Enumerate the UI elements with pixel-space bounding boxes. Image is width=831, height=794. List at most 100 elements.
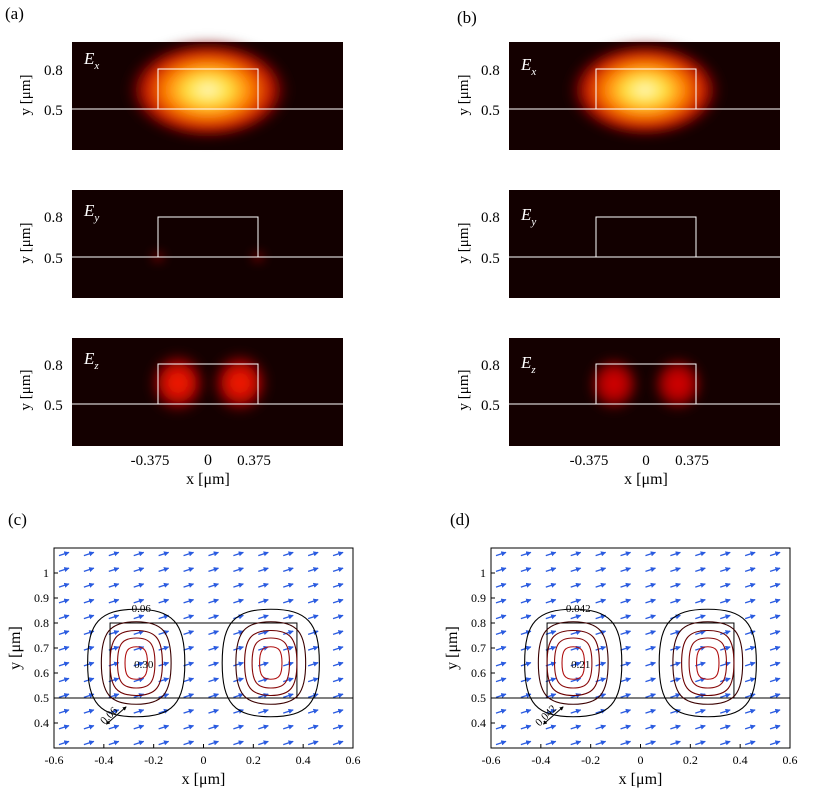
field-arrow: [258, 724, 269, 730]
field-arrow: [258, 598, 269, 604]
field-arrow: [645, 724, 656, 730]
field-arrow: [283, 614, 294, 620]
ytick-label: 0.4: [471, 716, 486, 730]
field-label-ez: Ez: [520, 353, 536, 376]
field-arrow: [83, 551, 95, 557]
field-arrow: [108, 740, 120, 746]
xtick-label: 0: [201, 753, 207, 767]
field-arrow: [520, 708, 532, 714]
field-arrow: [670, 677, 681, 683]
field-arrow: [695, 598, 706, 604]
ytick-b3-05: 0.5: [481, 398, 500, 414]
field-arrow: [133, 708, 145, 714]
contour-line: [546, 629, 600, 697]
ytick-a3-08: 0.8: [44, 358, 63, 374]
field-arrow: [258, 551, 269, 557]
field-arrow: [183, 708, 195, 714]
field-arrow: [233, 693, 244, 699]
field-arrow: [495, 598, 507, 604]
field-arrow: [133, 677, 145, 683]
field-arrow: [670, 645, 681, 651]
field-arrow: [670, 693, 681, 699]
field-arrow: [570, 567, 582, 573]
heatmap-b-ey: Ey: [509, 190, 780, 298]
field-arrow: [645, 598, 656, 604]
field-arrow: [570, 614, 582, 620]
field-arrow: [570, 708, 582, 714]
field-arrow: [720, 582, 731, 588]
field-arrow: [258, 693, 269, 699]
contour-line: [244, 629, 298, 697]
ytick-label: 0.9: [471, 591, 486, 605]
contour-line: [561, 646, 585, 680]
field-arrow: [283, 661, 294, 667]
field-arrow: [208, 614, 219, 620]
contour-line: [696, 646, 720, 680]
field-arrow: [158, 630, 170, 636]
field-arrow: [670, 661, 681, 667]
contour-label-inner: 0.21: [571, 659, 590, 671]
field-arrow: [520, 661, 532, 667]
field-arrow: [495, 724, 507, 730]
field-arrow: [283, 551, 294, 557]
field-arrow: [695, 551, 706, 557]
field-arrow: [58, 740, 70, 746]
field-arrow: [307, 740, 319, 746]
field-label-ex: Ex: [520, 55, 536, 78]
field-arrow: [233, 645, 244, 651]
xtick-b-right: 0.375: [675, 453, 709, 469]
contour-line: [116, 637, 156, 689]
field-arrow: [307, 677, 319, 683]
xtick-a-left: -0.375: [131, 453, 170, 469]
field-arrow: [769, 582, 781, 588]
field-arrow: [83, 567, 95, 573]
contour-label-inner: 0.30: [134, 659, 154, 671]
field-arrow: [595, 740, 607, 746]
field-arrow: [595, 724, 607, 730]
ylabel-b1: y [μm]: [456, 75, 472, 116]
ytick-b2-08: 0.8: [481, 210, 500, 226]
ytick-a1-08: 0.8: [44, 63, 63, 79]
ytick-label: 0.8: [34, 616, 49, 630]
xtick-label: 0.6: [346, 753, 361, 767]
ytick-label: 0.4: [34, 716, 49, 730]
field-arrow: [769, 551, 781, 557]
plot-frame: [53, 547, 354, 749]
field-arrow: [595, 582, 607, 588]
field-arrow: [495, 645, 507, 651]
field-arrow: [233, 630, 244, 636]
xtick-a-zero: 0: [204, 452, 212, 469]
field-arrow: [58, 645, 70, 651]
field-arrow: [307, 661, 319, 667]
heatmap-b-ex: Ex: [509, 40, 780, 150]
ytick-label: 0.5: [34, 691, 49, 705]
field-arrow: [570, 740, 582, 746]
ytick-label: 0.8: [471, 616, 486, 630]
field-arrow: [545, 582, 557, 588]
contour-plot-c: 0.060.300.06-0.6 -0.4 -0.2 0 0.2 0.4 0.60.40.5…: [7, 547, 361, 788]
xtick-label: 0.6: [783, 753, 798, 767]
field-arrow: [695, 724, 706, 730]
field-arrow: [744, 630, 756, 636]
field-arrow: [307, 645, 319, 651]
field-arrow: [158, 582, 170, 588]
ylabel-a3: y [μm]: [18, 370, 34, 411]
ytick-label: 0.6: [471, 666, 486, 680]
field-arrow: [208, 582, 219, 588]
field-arrow: [769, 740, 781, 746]
field-arrow: [307, 630, 319, 636]
heatmap-a-ez: Ez: [72, 338, 343, 446]
heatmap-b-ez-lobe-right: [650, 354, 706, 414]
field-arrow: [183, 551, 195, 557]
field-arrow: [283, 567, 294, 573]
field-arrow: [545, 551, 557, 557]
field-arrow: [769, 630, 781, 636]
field-arrow: [495, 677, 507, 683]
contour-line: [688, 637, 728, 689]
x-axis-label: x [μm]: [619, 771, 663, 788]
field-arrow: [595, 551, 607, 557]
field-arrow: [108, 567, 120, 573]
panel-label-c: (c): [8, 510, 27, 529]
contour-line: [100, 621, 172, 705]
field-arrow: [208, 661, 219, 667]
